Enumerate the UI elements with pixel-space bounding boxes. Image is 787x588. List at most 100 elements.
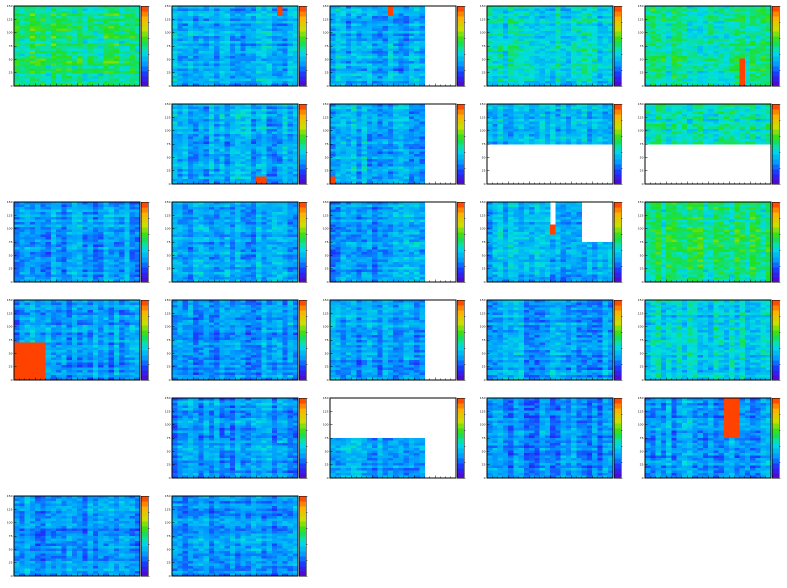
heatmap-cell xyxy=(692,46,698,49)
heatmap-cell xyxy=(240,117,246,120)
heatmap-cell xyxy=(288,59,294,62)
heatmap-cell xyxy=(356,104,362,107)
heatmap-cell xyxy=(130,19,136,22)
heatmap-cell xyxy=(571,76,577,79)
heatmap-cell xyxy=(703,14,709,17)
heatmap-cell xyxy=(576,76,582,79)
heatmap-cell xyxy=(256,24,262,27)
colorbar-segment xyxy=(614,26,621,31)
heatmap-cell xyxy=(282,169,288,172)
heatmap-cell xyxy=(277,11,283,14)
heatmap-cell xyxy=(256,41,262,44)
heatmap-cell xyxy=(682,49,688,52)
heatmap-cell xyxy=(225,29,231,32)
heatmap-cell xyxy=(114,74,120,77)
heatmap-cell xyxy=(341,14,347,17)
heatmap-cell xyxy=(603,79,609,82)
heatmap-cell xyxy=(35,9,41,12)
heatmap-cell xyxy=(650,26,656,29)
heatmap-cell xyxy=(729,56,735,59)
heatmap-cell xyxy=(745,14,751,17)
heatmap-cell xyxy=(204,41,210,44)
heatmap-cell xyxy=(508,36,514,39)
heatmap-cell xyxy=(330,51,336,54)
heatmap-cell xyxy=(261,64,267,67)
heatmap-cell xyxy=(750,16,756,19)
heatmap-cell xyxy=(261,104,267,107)
heatmap-cell xyxy=(225,66,231,69)
heatmap-cell xyxy=(719,51,725,54)
heatmap-cell xyxy=(256,137,262,140)
heatmap-cell xyxy=(256,11,262,14)
heatmap-cell xyxy=(135,16,141,19)
heatmap-cell xyxy=(204,122,210,125)
heatmap-cell xyxy=(235,6,241,9)
heatmap-cell xyxy=(540,34,546,37)
heatmap-cell xyxy=(219,144,225,147)
heatmap-cell xyxy=(550,64,556,67)
heatmap-cell xyxy=(61,49,67,52)
heatmap-cell xyxy=(198,76,204,79)
heatmap-cell xyxy=(261,147,267,150)
heatmap-cell xyxy=(188,69,194,72)
heatmap-cell xyxy=(67,79,73,82)
heatmap-cell xyxy=(687,59,693,62)
heatmap-cell xyxy=(56,79,62,82)
heatmap-cell xyxy=(119,79,125,82)
heatmap-cell xyxy=(566,14,572,17)
heatmap-cell xyxy=(666,19,672,22)
heatmap-cell xyxy=(750,9,756,12)
heatmap-cell xyxy=(183,122,189,125)
heatmap-cell xyxy=(708,36,714,39)
heatmap-cell xyxy=(246,31,252,34)
heatmap-cell xyxy=(214,132,220,135)
heatmap-cell xyxy=(666,69,672,72)
heatmap-cell xyxy=(51,11,57,14)
colorbar-segment xyxy=(772,46,779,51)
heatmap-cell xyxy=(766,61,772,64)
heatmap-cell xyxy=(346,117,352,120)
heatmap-cell xyxy=(124,76,130,79)
heatmap-cell xyxy=(356,56,362,59)
heatmap-cell xyxy=(708,39,714,42)
heatmap-cell xyxy=(77,56,83,59)
heatmap-cell xyxy=(519,46,525,49)
heatmap-cell xyxy=(555,71,561,74)
heatmap-cell xyxy=(666,41,672,44)
y-tick-label: 125 xyxy=(638,17,644,21)
heatmap-cell xyxy=(555,14,561,17)
heatmap-cell xyxy=(750,56,756,59)
heatmap-cell xyxy=(571,51,577,54)
heatmap-cell xyxy=(404,107,410,110)
heatmap-cell xyxy=(277,139,283,142)
heatmap-cell xyxy=(755,16,761,19)
heatmap-cell xyxy=(367,49,373,52)
heatmap-cell xyxy=(666,34,672,37)
heatmap-cell xyxy=(687,26,693,29)
heatmap-cell xyxy=(288,107,294,110)
heatmap-cell xyxy=(346,39,352,42)
heatmap-cell xyxy=(272,74,278,77)
heatmap-cell xyxy=(335,71,341,74)
heatmap-cell xyxy=(209,31,215,34)
heatmap-cell xyxy=(288,157,294,160)
heatmap-cell xyxy=(209,66,215,69)
heatmap-cell xyxy=(51,59,57,62)
heatmap-cell xyxy=(277,162,283,165)
heatmap-cell xyxy=(109,41,115,44)
heatmap-cell xyxy=(204,134,210,137)
heatmap-cell xyxy=(671,44,677,47)
heatmap-cell xyxy=(183,11,189,14)
heatmap-cell xyxy=(661,59,667,62)
heatmap-cell xyxy=(93,59,99,62)
heatmap-cell xyxy=(77,36,83,39)
heatmap-cell xyxy=(103,6,109,9)
heatmap-cell xyxy=(566,9,572,12)
heatmap-cell xyxy=(214,112,220,115)
heatmap-cell xyxy=(713,56,719,59)
heatmap-cell xyxy=(414,61,420,64)
heatmap-cell xyxy=(282,177,288,180)
heatmap-cell xyxy=(409,61,415,64)
